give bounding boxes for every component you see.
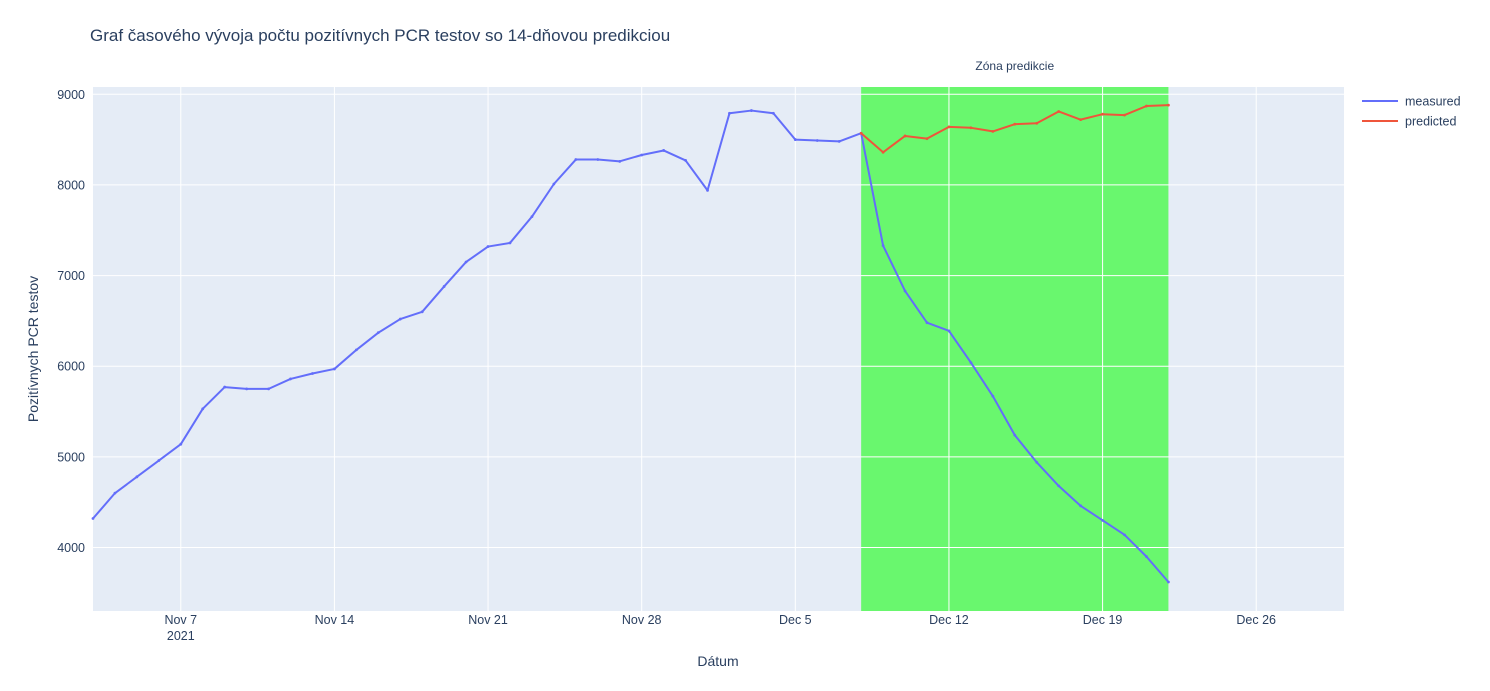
data-point-measured [464,260,468,264]
data-point-measured [1167,580,1170,584]
prediction-zone [861,87,1169,611]
data-point-measured [925,321,929,325]
data-point-predicted [1013,122,1017,126]
x-tick-label: Nov 7 [164,613,197,627]
data-point-measured [881,244,885,248]
data-point-measured [135,475,139,479]
y-tick-label: 4000 [57,541,85,555]
data-point-measured [1013,433,1017,437]
y-axis-title: Pozitívnych PCR testov [25,276,41,422]
x-tick-label: Dec 12 [929,613,969,627]
data-point-measured [1079,504,1083,508]
y-tick-label: 9000 [57,88,85,102]
legend-label-predicted: predicted [1405,115,1456,129]
data-point-measured [223,385,227,389]
data-point-measured [179,442,183,446]
data-point-measured [1035,460,1039,464]
data-point-measured [596,158,600,161]
data-point-measured [662,149,666,152]
data-point-measured [91,517,95,520]
data-point-measured [311,372,314,375]
data-point-measured [684,159,687,162]
data-point-measured [969,361,973,364]
data-point-measured [201,407,205,411]
data-point-predicted [1145,104,1148,108]
data-point-measured [706,188,709,192]
data-point-predicted [903,134,907,138]
prediction-zone-label: Zóna predikcie [975,59,1054,73]
data-point-predicted [859,131,863,135]
data-point-measured [750,109,753,112]
data-point-measured [574,158,578,161]
gridlines [93,87,1344,611]
legend-label-measured: measured [1405,95,1461,109]
data-point-predicted [1035,121,1039,125]
data-point-measured [552,182,556,186]
data-point-predicted [947,125,951,129]
data-point-predicted [969,126,973,130]
x-axis-title: Dátum [697,653,738,669]
data-point-predicted [1123,113,1126,117]
x-tick-label: Dec 5 [779,613,812,627]
data-point-measured [530,215,534,219]
data-point-predicted [1101,112,1104,116]
data-point-measured [947,329,951,333]
data-point-predicted [1057,110,1061,113]
data-point-measured [1101,518,1104,522]
y-tick-label: 8000 [57,178,85,192]
y-axis-ticks: 4000 5000 6000 7000 8000 9000 [57,88,85,555]
data-point-measured [728,111,731,115]
data-point-measured [815,139,819,142]
data-point-measured [376,331,380,335]
data-point-measured [793,138,797,141]
x-tick-label: Dec 19 [1083,613,1123,627]
data-point-predicted [881,150,885,154]
series-line-measured [92,109,1170,583]
x-tick-label: Dec 26 [1236,613,1276,627]
data-point-measured [1057,484,1061,488]
data-point-measured [1145,555,1148,559]
x-tick-label: Nov 14 [315,613,355,627]
data-point-measured [267,387,270,391]
data-point-measured [442,285,446,288]
legend: measured predicted [1362,95,1461,129]
y-tick-label: 6000 [57,360,85,374]
data-point-predicted [925,137,929,141]
data-point-predicted [1167,103,1170,107]
x-tick-sublabel: 2021 [167,629,195,643]
data-point-measured [157,459,161,462]
x-tick-label: Nov 21 [468,613,508,627]
data-point-measured [486,245,490,248]
data-point-measured [333,367,336,371]
series-group [91,103,1170,584]
x-tick-label: Nov 28 [622,613,662,627]
data-point-measured [991,394,995,398]
data-point-measured [398,317,402,321]
data-point-measured [1123,533,1126,537]
data-point-predicted [991,130,995,133]
data-point-measured [640,153,644,157]
data-point-measured [837,139,841,143]
data-point-measured [771,111,775,115]
data-point-measured [354,348,358,352]
data-point-measured [245,387,249,391]
data-point-measured [420,310,424,314]
chart-title: Graf časového vývoja počtu pozitívnych P… [90,26,670,45]
data-point-measured [618,159,622,163]
data-point-measured [113,491,117,495]
data-point-predicted [1079,118,1083,122]
data-point-measured [903,289,907,293]
data-point-measured [289,377,292,381]
y-tick-label: 5000 [57,450,85,464]
data-point-measured [508,241,512,245]
x-axis-ticks: Nov 7 2021 Nov 14 Nov 21 Nov 28 Dec 5 Dec 12 De… [164,613,1276,643]
y-tick-label: 7000 [57,269,85,283]
